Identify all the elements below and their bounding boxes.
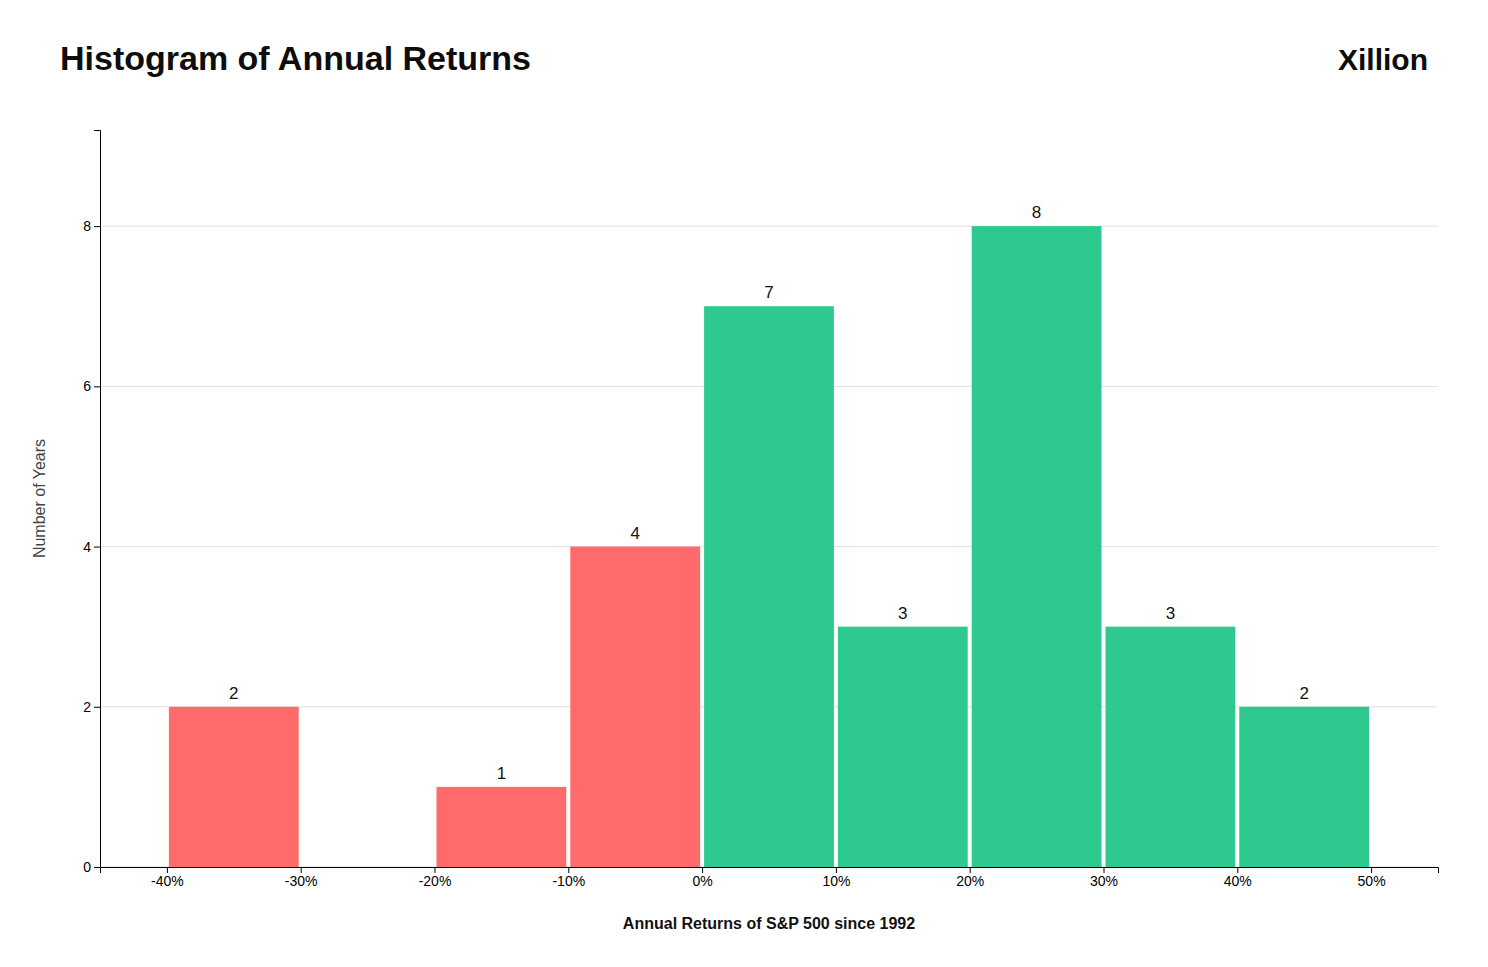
title: Histogram of Annual Returns [60, 39, 531, 77]
y-tick-mark [94, 867, 100, 868]
data-label: 4 [630, 524, 639, 543]
y-tick-label: 4 [83, 539, 91, 555]
x-tick-label: 20% [956, 873, 984, 889]
annotation: Xillion [1338, 43, 1428, 76]
y-axis-title: Number of Years [31, 439, 48, 558]
bar [303, 867, 433, 868]
chart-svg: -40% -30% -20% -10% 0% 10% 20% 30% 40% 50% 0 2 4 6 8 2 1… [0, 0, 1488, 967]
y-tick-mark [94, 547, 100, 548]
bar [169, 707, 299, 867]
bar [1239, 707, 1369, 867]
x-tick-label: 0% [692, 873, 712, 889]
bar [570, 547, 700, 867]
x-tick: -10% [552, 867, 585, 889]
y-tick-label: 6 [83, 378, 91, 394]
x-tick: 20% [956, 867, 984, 889]
y-axis: 0 2 4 6 8 [83, 131, 100, 875]
x-tick-label: 30% [1090, 873, 1118, 889]
grid [100, 226, 1438, 867]
bar [1106, 627, 1236, 867]
y-tick: 6 [83, 378, 100, 394]
x-tick: -20% [419, 867, 452, 889]
x-axis-title: Annual Returns of S&P 500 since 1992 [623, 915, 915, 932]
data-label: 1 [497, 764, 506, 783]
y-tick: 4 [83, 539, 100, 555]
bar [972, 226, 1102, 867]
x-tick-label: -40% [151, 873, 184, 889]
x-tick-label: 40% [1224, 873, 1252, 889]
bar [704, 306, 834, 867]
x-tick: 40% [1224, 867, 1252, 889]
y-tick-mark [94, 707, 100, 708]
chart-container: -40% -30% -20% -10% 0% 10% 20% 30% 40% 50% 0 2 4 6 8 2 1… [0, 0, 1488, 967]
y-tick-label: 8 [83, 218, 91, 234]
x-tick: 30% [1090, 867, 1118, 889]
x-tick-label: -30% [285, 873, 318, 889]
x-tick-label: -10% [552, 873, 585, 889]
y-tick-mark [94, 386, 100, 387]
data-labels: 2 1 4 7 3 8 3 2 [229, 203, 1309, 783]
x-tick: 10% [822, 867, 850, 889]
x-tick-label: -20% [419, 873, 452, 889]
data-label: 2 [229, 684, 238, 703]
y-tick-label: 2 [83, 699, 91, 715]
x-tick: 50% [1358, 867, 1386, 889]
y-tick: 0 [83, 859, 100, 875]
data-label: 3 [898, 604, 907, 623]
data-label: 3 [1166, 604, 1175, 623]
bar [437, 787, 567, 867]
x-tick: -30% [285, 867, 318, 889]
y-tick-label: 0 [83, 859, 91, 875]
plot-area: -40% -30% -20% -10% 0% 10% 20% 30% 40% 50% 0 2 4 6 8 2 1… [83, 131, 1438, 889]
bars [169, 226, 1369, 867]
x-tick-label: 50% [1358, 873, 1386, 889]
y-tick: 2 [83, 699, 100, 715]
x-tick: -40% [151, 867, 184, 889]
data-label: 7 [764, 283, 773, 302]
x-tick: 0% [692, 867, 712, 889]
y-tick-mark [94, 226, 100, 227]
bar [838, 627, 968, 867]
x-tick-label: 10% [822, 873, 850, 889]
data-label: 2 [1299, 684, 1308, 703]
grid-line [100, 226, 1438, 227]
x-axis: -40% -30% -20% -10% 0% 10% 20% 30% 40% 50% [101, 867, 1439, 889]
y-axis-line [94, 131, 101, 868]
data-label: 8 [1032, 203, 1041, 222]
y-tick: 8 [83, 218, 100, 234]
